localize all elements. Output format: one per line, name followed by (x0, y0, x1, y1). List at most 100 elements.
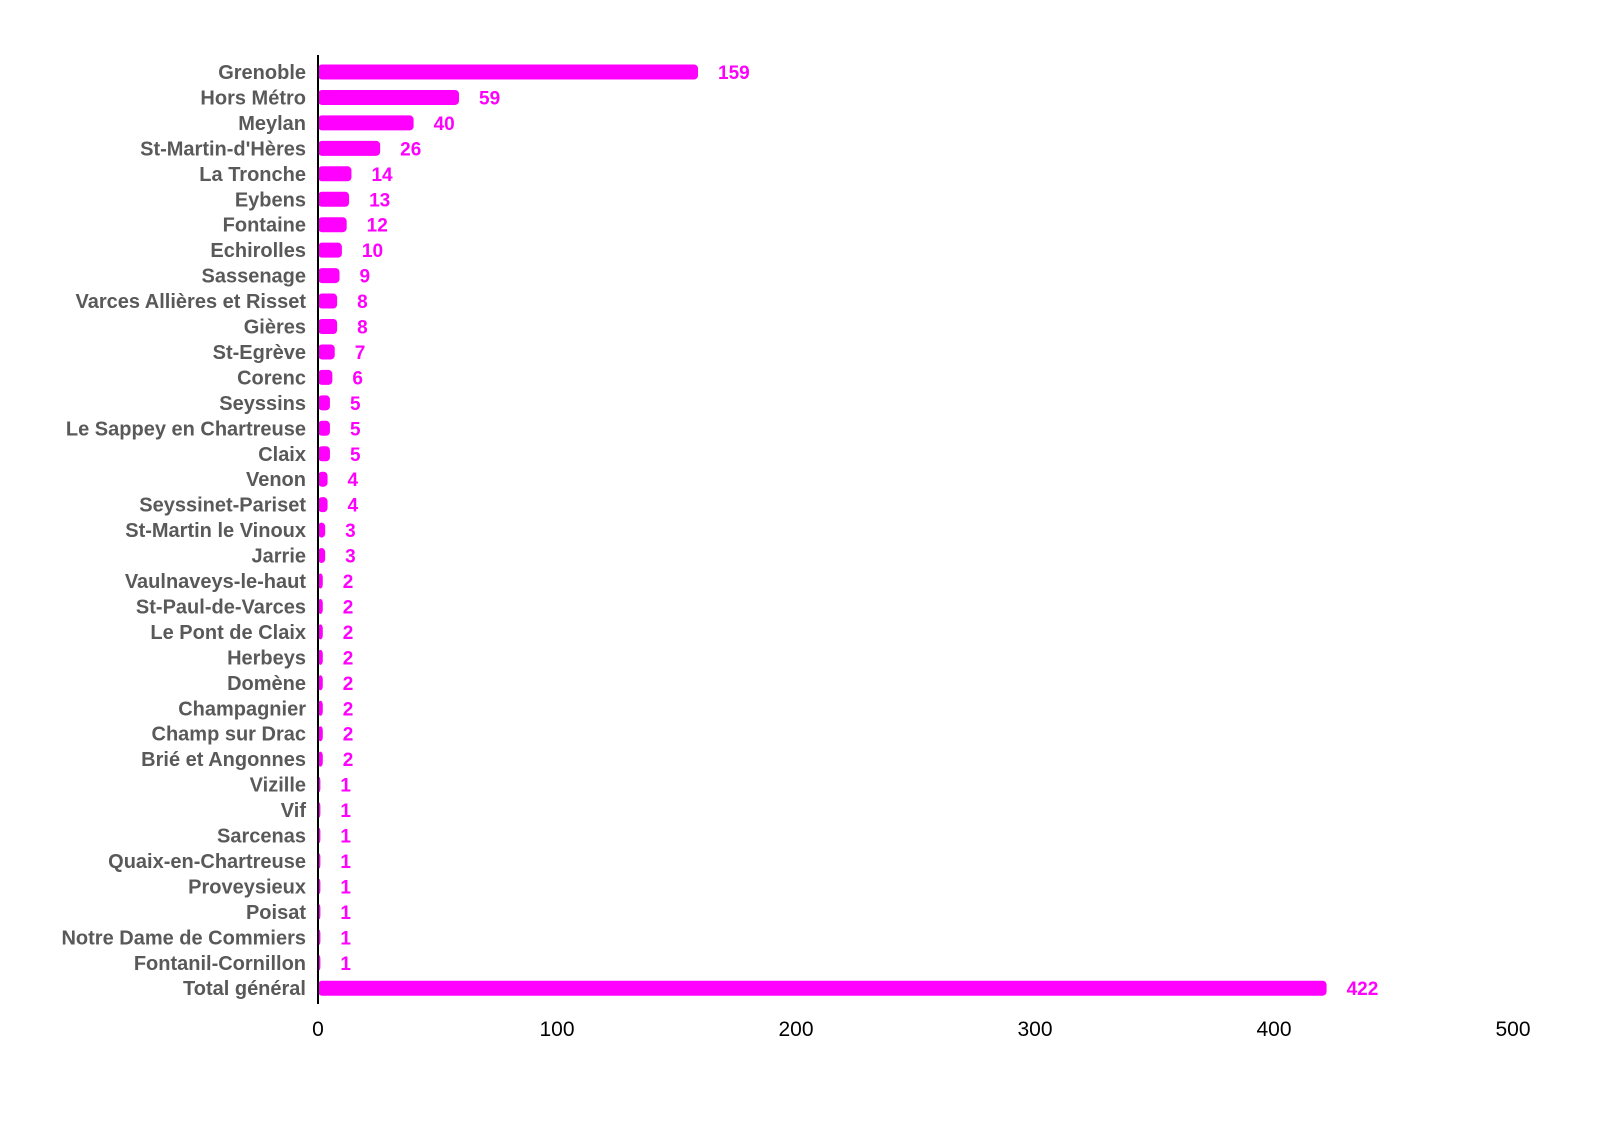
bar-fontaine (318, 217, 347, 233)
category-label-fontanil-cornillon: Fontanil-Cornillon (134, 953, 306, 975)
category-label-fontaine: Fontaine (223, 215, 306, 237)
category-label-jarrie: Jarrie (252, 546, 307, 568)
bar-domene (318, 675, 323, 691)
bar-st-martin-le-vinoux (318, 522, 326, 538)
value-label-meylan: 40 (434, 114, 455, 135)
value-label-herbeys: 2 (343, 648, 354, 669)
category-label-corenc: Corenc (237, 367, 306, 389)
bar-total-general (318, 980, 1327, 996)
value-label-fontanil-cornillon: 1 (340, 954, 351, 975)
category-label-echirolles: Echirolles (210, 240, 306, 262)
category-label-claix: Claix (258, 444, 306, 466)
bar-herbeys (318, 649, 323, 665)
category-label-grenoble: Grenoble (218, 62, 306, 84)
value-label-grenoble: 159 (718, 63, 750, 84)
value-label-sarcenas: 1 (340, 827, 351, 848)
category-label-total-general: Total général (183, 978, 306, 1000)
value-label-varces-allieres-et-risset: 8 (357, 292, 368, 313)
bar-meylan (318, 115, 414, 131)
category-label-brie-et-angonnes: Brié et Angonnes (141, 749, 306, 771)
value-label-domene: 2 (343, 674, 354, 695)
x-tick-label-400: 400 (1256, 1018, 1291, 1041)
category-label-varces-allieres-et-risset: Varces Allières et Risset (75, 291, 306, 313)
category-label-le-pont-de-claix: Le Pont de Claix (150, 622, 306, 644)
bar-vaulnaveys-le-haut (318, 573, 323, 589)
bar-seyssinet-pariset (318, 497, 328, 513)
value-label-eybens: 13 (369, 190, 390, 211)
category-label-vaulnaveys-le-haut: Vaulnaveys-le-haut (125, 571, 307, 593)
category-label-venon: Venon (246, 469, 306, 491)
value-label-st-martin-le-vinoux: 3 (345, 521, 356, 542)
value-label-st-paul-de-varces: 2 (343, 597, 354, 618)
category-label-vif: Vif (281, 800, 307, 822)
category-label-seyssinet-pariset: Seyssinet-Pariset (139, 495, 306, 517)
category-label-notre-dame-de-commiers: Notre Dame de Commiers (61, 927, 306, 949)
value-label-hors-metro: 59 (479, 88, 500, 109)
category-label-sassenage: Sassenage (201, 266, 306, 288)
x-tick-label-100: 100 (539, 1018, 574, 1041)
category-labels-group: Grenoble Hors Métro Meylan St-Martin-d'Hère… (61, 62, 306, 1000)
bar-brie-et-angonnes (318, 751, 323, 767)
value-label-champ-sur-drac: 2 (343, 725, 354, 746)
category-label-domene: Domène (227, 673, 306, 695)
value-label-claix: 5 (350, 445, 361, 466)
x-tick-label-500: 500 (1495, 1018, 1530, 1041)
value-label-vizille: 1 (340, 776, 351, 797)
value-label-sassenage: 9 (360, 267, 371, 288)
value-label-la-tronche: 14 (371, 165, 393, 186)
bar-grenoble (318, 64, 699, 80)
bar-eybens (318, 191, 350, 207)
bar-le-sappey-en-chartreuse (318, 420, 330, 436)
category-label-st-egreve: St-Egrève (213, 342, 306, 364)
bar-champagnier (318, 700, 323, 716)
value-label-seyssins: 5 (350, 394, 361, 415)
value-label-champagnier: 2 (343, 699, 354, 720)
bar-seyssins (318, 395, 330, 411)
value-label-seyssinet-pariset: 4 (348, 496, 359, 517)
category-label-le-sappey-en-chartreuse: Le Sappey en Chartreuse (66, 418, 306, 440)
category-label-gieres: Gières (244, 317, 306, 339)
bar-st-martin-d-heres (318, 140, 381, 156)
value-label-vif: 1 (340, 801, 351, 822)
value-labels-group: 159 59 40 26 14 13 12 10 9 8 8 7 6 5 5 5 4 4 3 3 2 2 2 2 2 2 2 2 1 1 1… (340, 63, 1378, 1000)
category-label-eybens: Eybens (235, 189, 306, 211)
value-label-st-egreve: 7 (355, 343, 366, 364)
value-label-proveysieux: 1 (340, 877, 351, 898)
category-label-herbeys: Herbeys (227, 647, 306, 669)
x-tick-label-0: 0 (312, 1018, 324, 1041)
value-label-fontaine: 12 (367, 216, 388, 237)
bar-st-egreve (318, 344, 335, 360)
bar-hors-metro (318, 89, 460, 105)
value-label-gieres: 8 (357, 318, 368, 339)
value-label-vaulnaveys-le-haut: 2 (343, 572, 354, 593)
category-label-poisat: Poisat (246, 902, 306, 924)
category-label-st-martin-le-vinoux: St-Martin le Vinoux (125, 520, 306, 542)
category-label-meylan: Meylan (238, 113, 306, 135)
value-label-brie-et-angonnes: 2 (343, 750, 354, 771)
x-tick-label-300: 300 (1017, 1018, 1052, 1041)
category-label-seyssins: Seyssins (219, 393, 306, 415)
bar-jarrie (318, 548, 326, 564)
category-label-champagnier: Champagnier (178, 698, 306, 720)
bars-group (318, 64, 1327, 996)
category-label-la-tronche: La Tronche (199, 164, 306, 186)
category-label-proveysieux: Proveysieux (188, 876, 306, 898)
value-label-jarrie: 3 (345, 547, 356, 568)
bar-la-tronche (318, 166, 352, 182)
value-label-quaix-en-chartreuse: 1 (340, 852, 351, 873)
bar-varces-allieres-et-risset (318, 293, 338, 309)
bar-venon (318, 471, 328, 487)
value-label-le-pont-de-claix: 2 (343, 623, 354, 644)
x-axis-ticks-group: 0 100 200 300 400 500 (312, 1018, 1530, 1041)
value-label-le-sappey-en-chartreuse: 5 (350, 419, 361, 440)
category-label-sarcenas: Sarcenas (217, 826, 306, 848)
bar-corenc (318, 369, 333, 385)
bar-champ-sur-drac (318, 726, 323, 742)
category-label-st-paul-de-varces: St-Paul-de-Varces (136, 596, 306, 618)
category-label-vizille: Vizille (250, 775, 306, 797)
value-label-venon: 4 (348, 470, 359, 491)
value-label-total-general: 422 (1347, 979, 1379, 1000)
value-label-poisat: 1 (340, 903, 351, 924)
value-label-notre-dame-de-commiers: 1 (340, 928, 351, 949)
